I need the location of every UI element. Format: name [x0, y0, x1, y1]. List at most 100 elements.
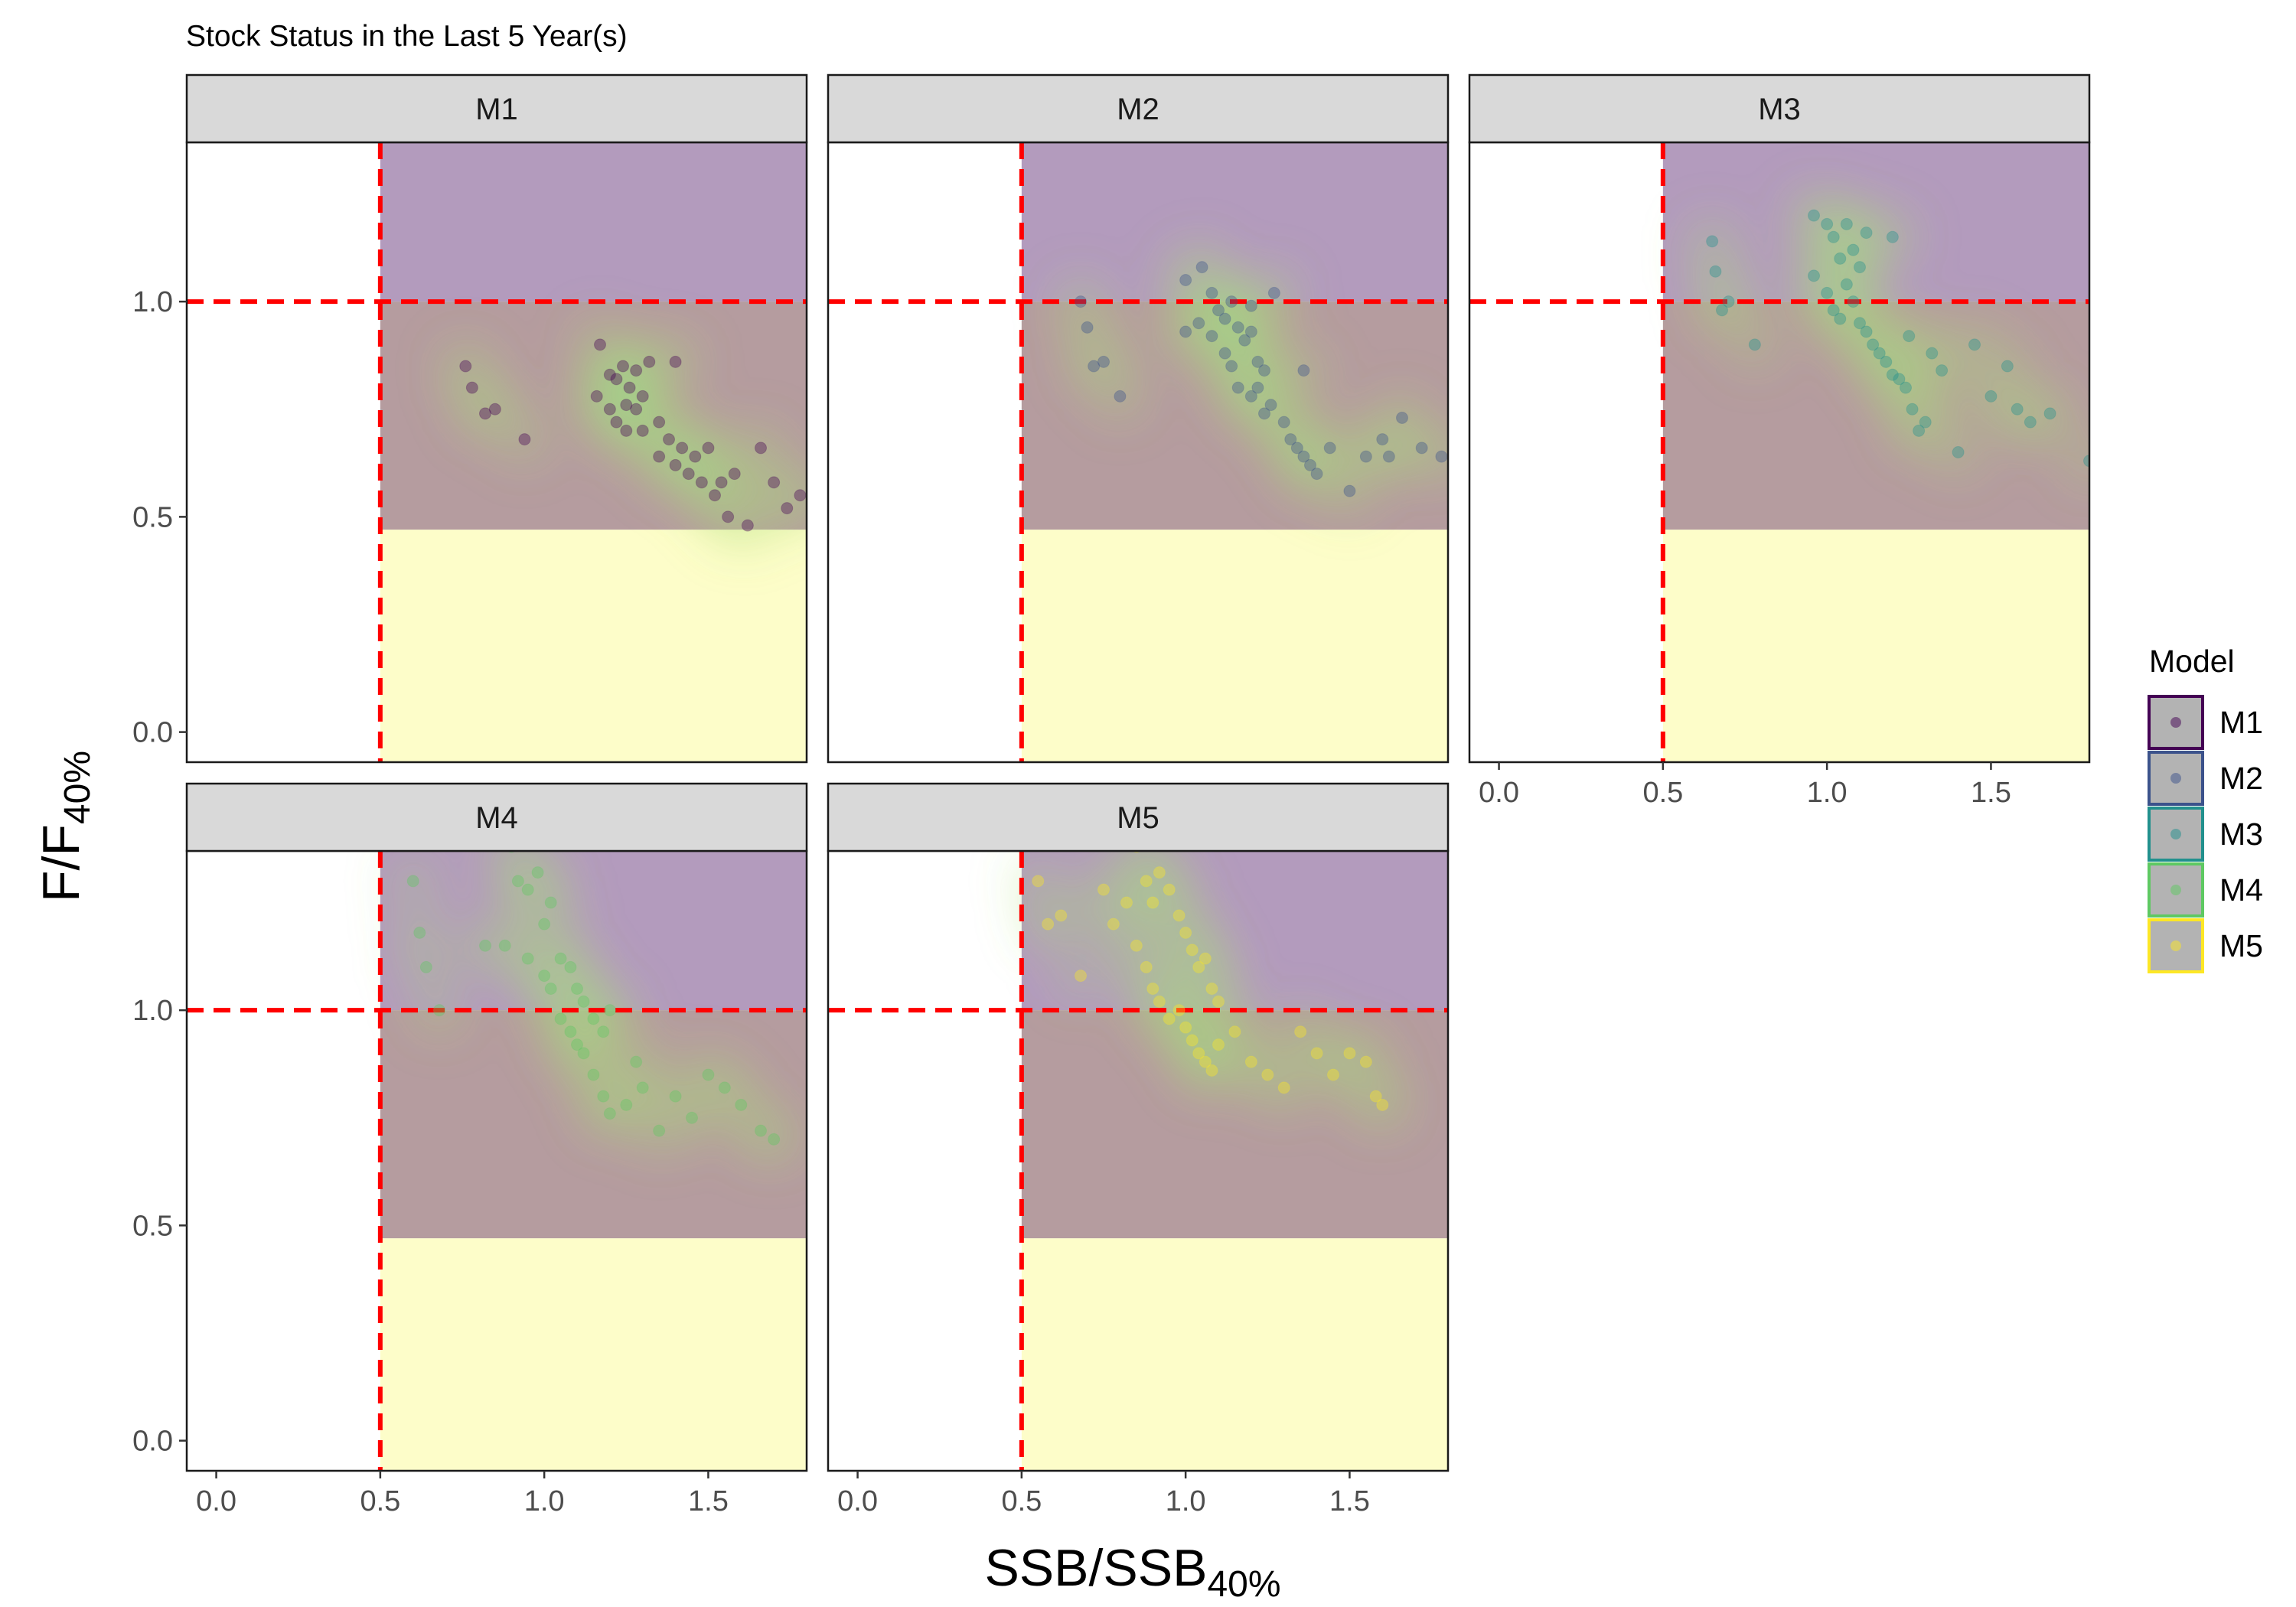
data-point [1926, 347, 1939, 360]
x-tick-label: 1.0 [1166, 1485, 1206, 1517]
data-point [669, 355, 682, 368]
data-point [1244, 390, 1257, 403]
legend-item-m3: M3 [2148, 807, 2263, 862]
data-point [603, 1107, 616, 1120]
legend-item-m4: M4 [2148, 862, 2263, 918]
data-point [1172, 909, 1186, 922]
data-point [1985, 390, 1998, 403]
data-point [2011, 403, 2024, 416]
data-point [1107, 918, 1120, 931]
data-point [1900, 381, 1912, 394]
data-point [663, 433, 675, 446]
y-tick-label: 0.0 [132, 1426, 173, 1458]
x-tick-label: 1.5 [1971, 777, 2011, 809]
data-point [709, 489, 721, 502]
data-point [1192, 960, 1205, 973]
x-tick-label: 0.0 [196, 1485, 236, 1517]
data-point [1821, 286, 1834, 299]
density-glow [1055, 241, 1448, 517]
x-tick-label: 1.0 [524, 1485, 565, 1517]
data-point [1748, 338, 1761, 351]
data-point [465, 381, 478, 394]
data-point [636, 1081, 649, 1094]
data-point [1186, 944, 1199, 957]
data-point [1919, 416, 1932, 429]
data-point [1709, 265, 1722, 278]
data-point [1153, 866, 1166, 879]
data-point [1261, 1068, 1274, 1081]
panel-m2: M2 [827, 73, 1450, 764]
y-tick-label: 0.5 [132, 1210, 173, 1242]
data-point [741, 519, 754, 532]
density-glow [386, 851, 801, 1165]
data-point [1205, 983, 1218, 995]
data-point [1225, 360, 1238, 373]
data-point [1114, 390, 1127, 403]
data-point [1297, 450, 1310, 463]
data-point [1205, 330, 1218, 343]
y-tick-label: 1.0 [132, 995, 173, 1027]
data-point [2083, 455, 2089, 468]
data-point [1192, 1047, 1205, 1060]
data-point [1860, 325, 1873, 338]
data-point [433, 1004, 445, 1017]
data-point [718, 1081, 731, 1094]
data-point [498, 939, 511, 952]
data-point [479, 407, 491, 420]
density-glow [439, 318, 807, 552]
data-point [630, 403, 643, 416]
data-point [781, 502, 794, 515]
data-point [1706, 235, 1719, 248]
data-point [636, 390, 649, 403]
data-point [1140, 960, 1153, 973]
data-point [1327, 1068, 1339, 1081]
data-point [1854, 317, 1866, 330]
panel-m5: M5 0.0 0.5 1.0 1.5 [827, 782, 1450, 1517]
data-point [531, 866, 544, 879]
data-point [1205, 286, 1218, 299]
data-point [1258, 407, 1270, 420]
data-point [768, 1133, 781, 1146]
strip-label: M1 [475, 93, 518, 126]
data-point [1382, 450, 1395, 463]
x-tick-label: 1.5 [1329, 1485, 1370, 1517]
strip-label: M2 [1117, 93, 1159, 126]
data-point [1264, 399, 1277, 412]
data-point [735, 1098, 748, 1111]
data-point [1903, 330, 1916, 343]
x-tick-label: 1.5 [688, 1485, 729, 1517]
data-point [1097, 883, 1110, 896]
data-point [1323, 442, 1336, 455]
data-point [669, 458, 682, 471]
data-point [511, 875, 524, 888]
data-point [1097, 355, 1110, 368]
data-point [1199, 1055, 1212, 1068]
data-point [594, 338, 606, 351]
data-point [521, 883, 534, 896]
data-point [620, 399, 633, 412]
strip-label: M3 [1758, 93, 1801, 126]
data-point [577, 1047, 590, 1060]
data-point [538, 918, 551, 931]
data-point [728, 468, 741, 481]
legend-label: M2 [2219, 761, 2263, 796]
data-point [1244, 325, 1257, 338]
data-point [413, 926, 426, 939]
data-point [653, 450, 666, 463]
data-point [564, 960, 577, 973]
data-point [1238, 334, 1251, 347]
data-point [1212, 995, 1225, 1008]
data-point [1153, 995, 1166, 1008]
data-point [1310, 1047, 1323, 1060]
data-point [1834, 252, 1847, 265]
data-point [419, 960, 432, 973]
data-point [1886, 368, 1899, 381]
data-point [1827, 304, 1840, 317]
data-point [1075, 970, 1087, 983]
data-point [544, 983, 557, 995]
data-point [1854, 261, 1866, 274]
data-point [794, 489, 807, 502]
data-point [1146, 896, 1159, 909]
data-point [610, 416, 623, 429]
y-tick-label: 1.0 [132, 286, 173, 318]
